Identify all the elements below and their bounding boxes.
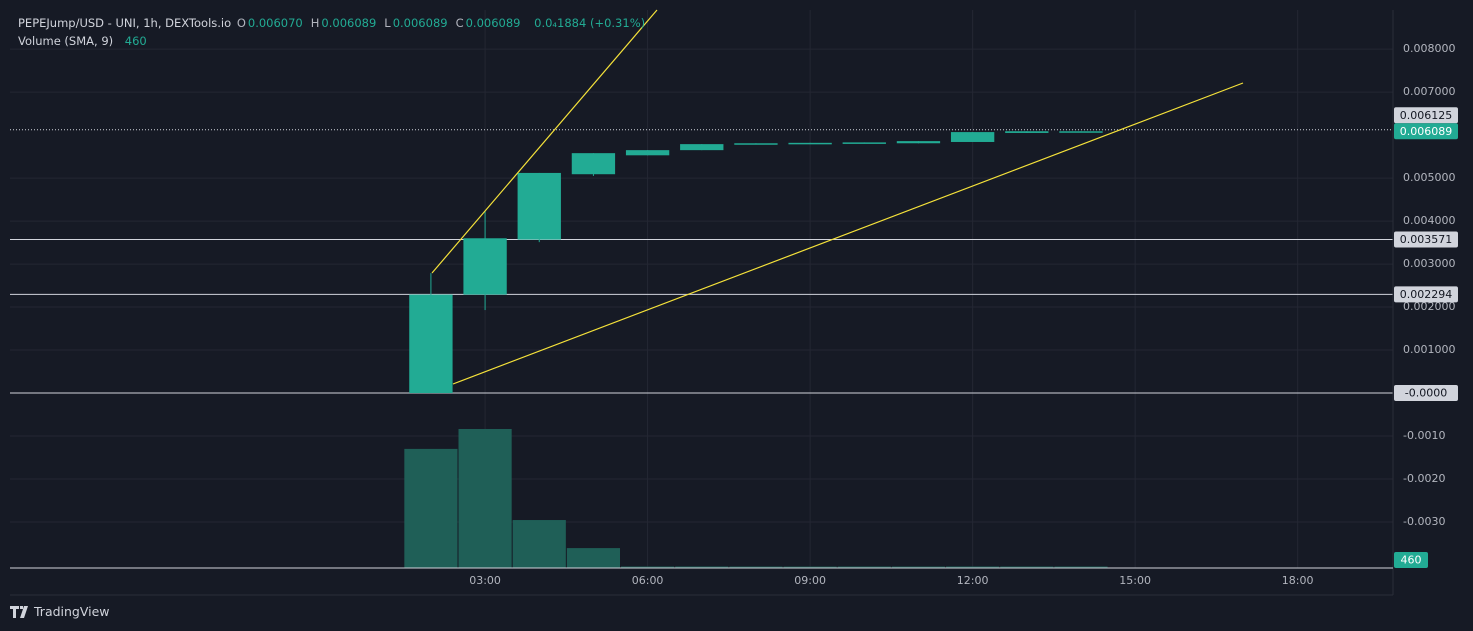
x-tick-label: 15:00: [1119, 574, 1151, 587]
volume-title: Volume (SMA, 9): [18, 34, 114, 48]
y-tick-label: -0.0020: [1403, 472, 1445, 485]
ohlc-value: 0.006089: [321, 16, 377, 30]
ohlc-value: 0.006089: [465, 16, 521, 30]
volume-bar: [566, 548, 621, 568]
candle-body: [517, 172, 561, 240]
volume-bar: [621, 566, 675, 568]
candle-body: [625, 150, 670, 156]
y-tick-label: 0.005000: [1403, 171, 1456, 184]
volume-bar: [404, 448, 458, 568]
x-tick-label: 09:00: [794, 574, 826, 587]
ohlc-values: O 0.006070 H 0.006089 L 0.006089 C 0.006089: [237, 16, 529, 30]
candle-body: [1005, 131, 1049, 133]
y-tick-label: -0.0010: [1403, 429, 1445, 442]
volume-bars: [404, 428, 1108, 568]
last-price-box: [1394, 123, 1458, 140]
candle-body: [680, 144, 724, 151]
brand: TradingView: [10, 604, 110, 619]
candle-body: [788, 142, 832, 145]
volume-sma-label: 460: [1401, 554, 1422, 567]
volume-sma: 460: [124, 34, 147, 48]
ohlc-value: 0.006089: [392, 16, 448, 30]
last-price-label: 0.006089: [1400, 125, 1453, 138]
volume-bar: [675, 566, 729, 568]
change: 0.0₄1884 (+0.31%): [534, 16, 646, 30]
line-label: 0.003571: [1400, 233, 1453, 246]
candle-body: [734, 143, 778, 145]
trend-line: [452, 82, 1244, 385]
y-tick-label: 0.004000: [1403, 214, 1456, 227]
volume-bar: [458, 428, 512, 568]
volume-bar: [729, 566, 783, 568]
y-tick-label: -0.0030: [1403, 515, 1445, 528]
line-label: 0.002294: [1400, 288, 1453, 301]
brand-logo: [10, 605, 28, 618]
candles: [409, 131, 1103, 394]
symbol: PEPEJump/USD - UNI, 1h, DEXTools.io: [18, 16, 232, 30]
y-tick-label: 0.003000: [1403, 257, 1456, 270]
ohlc-legend: PEPEJump/USD - UNI, 1h, DEXTools.io O 0.0…: [18, 16, 653, 30]
candle-body: [409, 294, 453, 394]
x-tick-label: 12:00: [957, 574, 989, 587]
watermark: TradingView: [34, 604, 110, 619]
candle-body: [1059, 131, 1103, 133]
y-tick-label: 0.007000: [1403, 85, 1456, 98]
ohlc-key: C: [455, 16, 464, 30]
candle-body: [463, 238, 507, 295]
volume-sma-box: [1394, 552, 1428, 568]
volume-bar: [1000, 566, 1054, 568]
x-tick-label: 03:00: [469, 574, 501, 587]
axis-labels: 0.008000 0.007000 0.005000 0.004000 0.003000…: [469, 42, 1458, 587]
volume-legend: Volume (SMA, 9) 460: [18, 34, 155, 48]
candle-body: [842, 142, 886, 144]
ohlc-key: O: [236, 16, 246, 30]
ohlc-key: L: [384, 16, 391, 30]
y-tick-label: 0.001000: [1403, 343, 1456, 356]
trend-line: [431, 9, 658, 274]
volume-bar: [512, 520, 566, 568]
y-tick-label: 0.002000: [1403, 300, 1456, 313]
line-label: -0.0000: [1405, 387, 1447, 400]
volume-bar: [837, 566, 891, 568]
horizontal-lines: [10, 129, 1393, 394]
line-label-box: [1394, 107, 1458, 124]
grid: [10, 10, 1393, 568]
line-label-box: [1394, 231, 1458, 248]
candle-body: [950, 132, 995, 142]
x-tick-label: 18:00: [1282, 574, 1314, 587]
ohlc-value: 0.006070: [247, 16, 303, 30]
candle-body: [896, 141, 941, 144]
x-tick-label: 06:00: [632, 574, 664, 587]
volume-bar: [783, 566, 837, 568]
volume-bar: [891, 566, 946, 568]
candle-body: [571, 153, 616, 175]
y-tick-label: 0.008000: [1403, 42, 1456, 55]
line-label-box: [1394, 385, 1458, 402]
line-label-box: [1394, 286, 1458, 303]
volume-bar: [946, 566, 1000, 568]
ohlc-key: H: [310, 16, 320, 30]
volume-bar: [1054, 566, 1108, 568]
line-label: 0.006125: [1400, 109, 1453, 122]
